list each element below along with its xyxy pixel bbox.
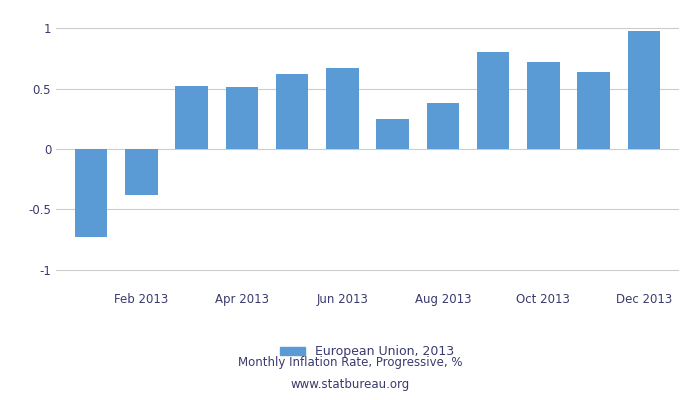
- Bar: [377, 119, 409, 149]
- Bar: [426, 103, 459, 149]
- Bar: [75, 149, 108, 237]
- Text: Monthly Inflation Rate, Progressive, %: Monthly Inflation Rate, Progressive, %: [238, 356, 462, 369]
- Bar: [276, 74, 309, 149]
- Bar: [175, 86, 208, 149]
- Legend: European Union, 2013: European Union, 2013: [275, 340, 460, 363]
- Bar: [125, 149, 158, 195]
- Bar: [527, 62, 560, 149]
- Bar: [578, 72, 610, 149]
- Bar: [326, 68, 358, 149]
- Text: www.statbureau.org: www.statbureau.org: [290, 378, 410, 391]
- Bar: [627, 30, 660, 149]
- Bar: [477, 52, 510, 149]
- Bar: [225, 87, 258, 149]
